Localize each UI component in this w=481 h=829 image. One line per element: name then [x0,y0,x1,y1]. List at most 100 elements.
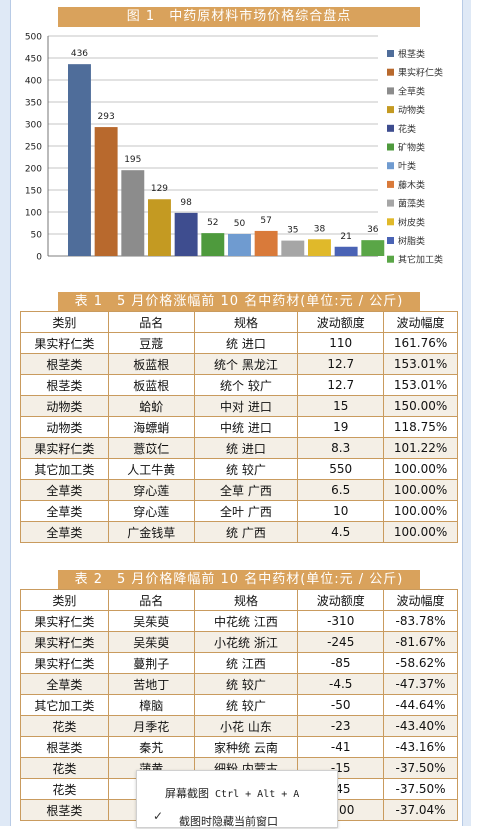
data-label: 57 [260,216,271,226]
table-cell: 穿心莲 [107,500,195,522]
legend-swatch [387,68,394,76]
column-header: 波动额度 [297,589,385,611]
y-tick-label: 150 [25,187,42,197]
table-cell: 苦地丁 [107,673,195,695]
check-icon[interactable]: ✓ [153,809,164,823]
table-row: 果实籽仁类 薏苡仁统 进口 8.3 101.22% [20,437,458,459]
bar [281,240,305,256]
legend-label: 藤木类 [398,179,425,191]
table-row: 果实籽仁类 豆蔻统 进口 110 161.76% [20,332,458,354]
screenshot-shortcut-row[interactable]: 屏幕截图 Ctrl + Alt + A [165,785,299,801]
bar [94,127,118,256]
screenshot-label: 屏幕截图 [165,787,209,800]
table-cell: 中花统 江西 [193,610,299,632]
table-cell: 樟脑 [107,694,195,716]
y-tick-label: 450 [25,55,42,65]
table-cell: 果实籽仁类 [20,652,109,674]
y-tick-label: 500 [25,33,42,43]
table-cell: 根茎类 [20,799,109,821]
table1-header-row: 类别 品名 规格 波动额度 波动幅度 [20,311,458,333]
table-cell: -37.04% [383,799,458,821]
table-cell: 花类 [20,778,109,800]
table-row: 其它加工类 樟脑统 较广 -50 -44.64% [20,694,458,716]
table-cell: 家种统 云南 [193,736,299,758]
table-row: 其它加工类 人工牛黄统 较广 550 100.00% [20,458,458,480]
legend-swatch [387,124,394,132]
y-tick-label: 350 [25,99,42,109]
table2: 类别 品名 规格 波动额度 波动幅度 果实籽仁类 吴茱萸 中花统 江西 -310 -83.78%… [20,589,458,821]
legend-swatch [387,180,394,188]
table-cell: 海螵蛸 [107,416,195,438]
table-cell: 15 [297,395,385,417]
table-cell: -37.50% [383,778,458,800]
table-cell: 中对 进口 [193,395,299,417]
table-cell: 统 较广 [193,458,299,480]
table-cell: 果实籽仁类 [20,332,109,354]
data-label: 195 [124,155,141,165]
legend-swatch [387,50,394,57]
legend-label: 全草类 [398,85,425,97]
legend-swatch [387,87,394,95]
table-cell: 人工牛黄 [107,458,195,480]
table1: 类别 品名 规格 波动额度 波动幅度 果实籽仁类 豆蔻统 进口 110 161.76% 根茎类板… [20,311,458,543]
table-cell: 统 进口 [193,332,299,354]
table-cell: -81.67% [383,631,458,653]
table-cell: -43.40% [383,715,458,737]
bar-chart: 0 50 100 150 200 250 300 350 400 450 500 436 293 195 1… [14,27,460,285]
table-cell: 统个 较广 [193,374,299,396]
table-cell: -37.50% [383,757,458,779]
screenshot-tooltip[interactable]: 屏幕截图 Ctrl + Alt + A ✓ 截图时隐藏当前窗口 [136,770,338,828]
column-header: 品名 [107,589,195,611]
table-row: 花类 蒲黄 细粉 内蒙古 -15 -37.50% [20,757,458,779]
table-cell: 12.7 [297,353,385,375]
table-row: 动物类 蛤蚧 中对 进口 15 150.00% [20,395,458,417]
legend-label: 树脂类 [398,235,425,247]
table-row: 动物类 海螵蛸 中统 进口 19 118.75% [20,416,458,438]
bar [148,199,171,256]
table-cell: 中统 进口 [193,416,299,438]
table-row: 花类 月季花 小花 山东 -23 -43.40% [20,715,458,737]
y-tick-label: 0 [36,253,42,263]
table-cell: 统 江西 [193,652,299,674]
table-cell: -47.37% [383,673,458,695]
legend-swatch [387,199,394,207]
bar [228,234,251,256]
bar [308,239,331,256]
right-border [462,0,471,826]
table1-title: 表 1 5 月价格涨幅前 10 名中药材(单位:元 / 公斤) [58,292,420,312]
table-row: 果实籽仁类 蔓荆子统 江西 -85 -58.62% [20,652,458,674]
table-cell: 月季花 [107,715,195,737]
table-row: 全草类 穿心莲 全草 广西 6.5 100.00% [20,479,458,501]
table-cell: 豆蔻 [107,332,195,354]
column-header: 波动额度 [297,311,385,333]
data-label: 35 [287,226,298,236]
legend-swatch [387,143,394,151]
table-cell: 根茎类 [20,736,109,758]
left-border [0,0,11,826]
table-cell: 蛤蚧 [107,395,195,417]
hide-window-option[interactable]: 截图时隐藏当前窗口 [179,815,278,828]
legend-label: 叶类 [398,160,416,172]
data-label: 21 [340,232,351,242]
table-cell: 110 [297,332,385,354]
table-cell: 小花 山东 [193,715,299,737]
table-cell: -310 [297,610,385,632]
table-cell: 蔓荆子 [107,652,195,674]
screenshot-shortcut: Ctrl + Alt + A [215,789,300,800]
table-cell: 161.76% [383,332,458,354]
table-cell: -85 [297,652,385,674]
table-cell: 根茎类 [20,374,109,396]
table-row: 果实籽仁类 吴茱萸 小花统 浙江 -245 -81.67% [20,631,458,653]
table-cell: 统 广西 [193,521,299,543]
legend-label: 树皮类 [398,216,425,228]
table-cell: 根茎类 [20,353,109,375]
y-tick-label: 50 [31,231,43,241]
table-cell: 全叶 广西 [193,500,299,522]
table-cell: 150.00% [383,395,458,417]
table-cell: 10 [297,500,385,522]
table-cell: 其它加工类 [20,458,109,480]
legend-label: 菌藻类 [398,198,425,210]
bar [254,230,278,256]
table-cell: 果实籽仁类 [20,437,109,459]
y-tick-label: 300 [25,121,42,131]
